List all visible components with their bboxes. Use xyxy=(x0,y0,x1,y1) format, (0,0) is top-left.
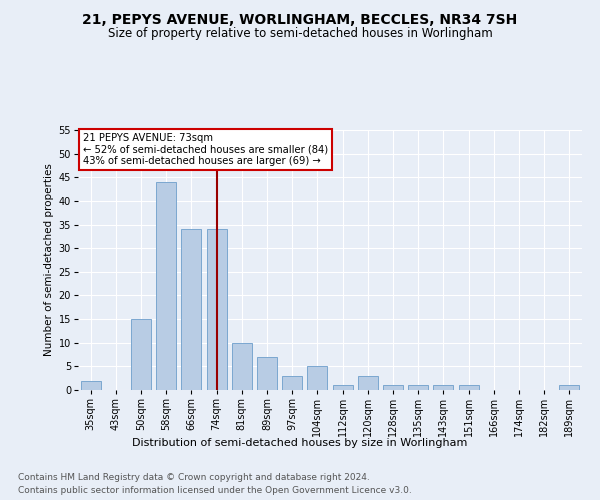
Bar xyxy=(80,380,101,390)
Bar xyxy=(433,386,454,390)
Bar xyxy=(257,357,277,390)
Bar xyxy=(131,319,151,390)
Bar xyxy=(383,386,403,390)
Text: Distribution of semi-detached houses by size in Worlingham: Distribution of semi-detached houses by … xyxy=(133,438,467,448)
Bar xyxy=(232,342,252,390)
Bar xyxy=(156,182,176,390)
Text: Size of property relative to semi-detached houses in Worlingham: Size of property relative to semi-detach… xyxy=(107,28,493,40)
Bar xyxy=(282,376,302,390)
Bar xyxy=(332,386,353,390)
Text: Contains HM Land Registry data © Crown copyright and database right 2024.: Contains HM Land Registry data © Crown c… xyxy=(18,472,370,482)
Bar xyxy=(206,230,227,390)
Y-axis label: Number of semi-detached properties: Number of semi-detached properties xyxy=(44,164,55,356)
Text: 21, PEPYS AVENUE, WORLINGHAM, BECCLES, NR34 7SH: 21, PEPYS AVENUE, WORLINGHAM, BECCLES, N… xyxy=(82,12,518,26)
Bar xyxy=(307,366,328,390)
Bar xyxy=(458,386,479,390)
Bar xyxy=(181,230,202,390)
Text: 21 PEPYS AVENUE: 73sqm
← 52% of semi-detached houses are smaller (84)
43% of sem: 21 PEPYS AVENUE: 73sqm ← 52% of semi-det… xyxy=(83,132,328,166)
Bar xyxy=(358,376,378,390)
Text: Contains public sector information licensed under the Open Government Licence v3: Contains public sector information licen… xyxy=(18,486,412,495)
Bar xyxy=(559,386,580,390)
Bar xyxy=(408,386,428,390)
